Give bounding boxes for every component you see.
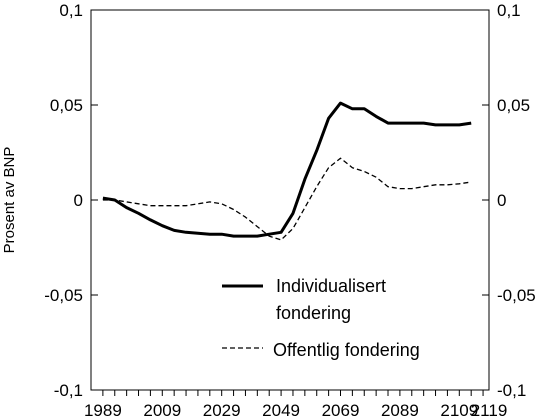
y-tick-label-left: 0,1 bbox=[59, 1, 83, 20]
plot-frame bbox=[90, 9, 490, 391]
x-tick-label: 2049 bbox=[262, 401, 300, 420]
legend: Individualisert fondering Offentlig fond… bbox=[222, 276, 420, 360]
y-tick-label-left: -0,05 bbox=[44, 286, 83, 305]
series-layer bbox=[102, 101, 472, 241]
y-tick-label-left: 0,05 bbox=[50, 96, 83, 115]
legend-label-individualisert-line1: Individualisert bbox=[276, 276, 386, 296]
y-tick-label-right: 0,1 bbox=[497, 1, 521, 20]
y-tick-label-left: -0,1 bbox=[54, 381, 83, 400]
y-axis-title: Prosent av BNP bbox=[1, 147, 18, 254]
x-tick-label: 2029 bbox=[203, 401, 241, 420]
x-tick-label: 2069 bbox=[322, 401, 360, 420]
y-tick-label-left: 0 bbox=[74, 191, 83, 210]
x-tick-label: 2119 bbox=[471, 401, 508, 420]
x-tick-label: 2109 bbox=[440, 401, 478, 420]
series-line-offentlig-fondering bbox=[102, 157, 472, 241]
y-tick-label-right: -0,1 bbox=[497, 381, 526, 400]
y-axis-right: 0,1 0,05 0 -0,05 -0,1 bbox=[482, 1, 536, 400]
x-tick-label: 1989 bbox=[84, 401, 122, 420]
y-tick-label-right: -0,05 bbox=[497, 286, 536, 305]
y-tick-label-right: 0 bbox=[497, 191, 506, 210]
y-axis-left: 0,1 0,05 0 -0,05 -0,1 bbox=[44, 1, 98, 400]
x-tick-label: 2009 bbox=[143, 401, 181, 420]
legend-label-individualisert-line2: fondering bbox=[276, 303, 351, 323]
legend-label-offentlig: Offentlig fondering bbox=[273, 340, 420, 360]
series-line-individualisert-fondering bbox=[102, 101, 472, 238]
x-tick-label: 2089 bbox=[381, 401, 419, 420]
y-tick-label-right: 0,05 bbox=[497, 96, 530, 115]
